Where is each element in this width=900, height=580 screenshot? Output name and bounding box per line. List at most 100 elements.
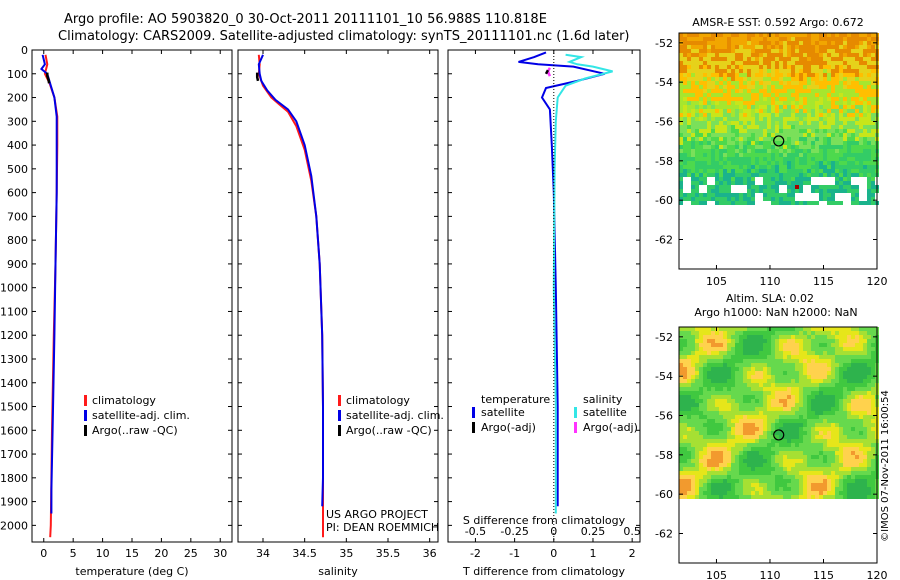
map-cell bbox=[843, 129, 847, 133]
map-cell bbox=[791, 419, 795, 423]
map-cell bbox=[755, 355, 759, 359]
sla-map-cells bbox=[679, 327, 879, 499]
map-cell bbox=[767, 431, 771, 435]
map-cell bbox=[799, 363, 803, 367]
map-cell bbox=[707, 129, 711, 133]
map-cell bbox=[731, 363, 735, 367]
map-cell bbox=[679, 459, 683, 463]
map-cell bbox=[847, 85, 851, 89]
map-cell bbox=[743, 53, 747, 57]
map-cell bbox=[763, 459, 767, 463]
map-cell bbox=[823, 93, 827, 97]
map-cell bbox=[787, 133, 791, 137]
map-cell bbox=[767, 355, 771, 359]
map-cell bbox=[855, 419, 859, 423]
map-cell bbox=[795, 61, 799, 65]
map-cell bbox=[783, 93, 787, 97]
map-cell bbox=[691, 471, 695, 475]
map-cell bbox=[731, 177, 735, 181]
map-cell bbox=[743, 419, 747, 423]
map-cell bbox=[775, 41, 779, 45]
map-cell bbox=[751, 69, 755, 73]
map-cell bbox=[839, 443, 843, 447]
map-cell bbox=[719, 89, 723, 93]
map-cell bbox=[843, 153, 847, 157]
map-cell bbox=[751, 487, 755, 491]
diff-legend-swatch bbox=[574, 422, 577, 433]
map-cell bbox=[871, 145, 875, 149]
map-cell bbox=[811, 355, 815, 359]
map-cell bbox=[823, 69, 827, 73]
map-cell bbox=[779, 447, 783, 451]
map-cell bbox=[827, 407, 831, 411]
map-cell bbox=[695, 395, 699, 399]
map-cell bbox=[871, 343, 875, 347]
map-cell bbox=[699, 403, 703, 407]
map-cell bbox=[751, 53, 755, 57]
map-cell bbox=[835, 73, 839, 77]
map-cell bbox=[823, 327, 827, 331]
x-tick-label: 36 bbox=[423, 547, 437, 560]
map-cell bbox=[723, 347, 727, 351]
map-cell bbox=[831, 471, 835, 475]
map-cell bbox=[787, 197, 791, 201]
map-cell bbox=[739, 85, 743, 89]
map-cell bbox=[715, 129, 719, 133]
map-cell bbox=[811, 483, 815, 487]
map-cell bbox=[847, 407, 851, 411]
map-cell bbox=[703, 455, 707, 459]
map-cell bbox=[775, 359, 779, 363]
map-cell bbox=[771, 65, 775, 69]
map-cell bbox=[715, 101, 719, 105]
map-cell bbox=[827, 479, 831, 483]
map-cell bbox=[863, 137, 867, 141]
map-cell bbox=[807, 327, 811, 331]
map-cell bbox=[867, 435, 871, 439]
map-cell bbox=[803, 109, 807, 113]
map-cell bbox=[783, 467, 787, 471]
map-cell bbox=[835, 491, 839, 495]
map-cell bbox=[679, 379, 683, 383]
map-cell bbox=[759, 451, 763, 455]
map-cell bbox=[811, 125, 815, 129]
sla-map-title: Altim. SLA: 0.02 bbox=[726, 292, 814, 305]
map-cell bbox=[695, 109, 699, 113]
map-cell bbox=[775, 463, 779, 467]
map-cell bbox=[687, 383, 691, 387]
map-cell bbox=[747, 455, 751, 459]
map-cell bbox=[799, 61, 803, 65]
map-cell bbox=[819, 169, 823, 173]
map-cell bbox=[687, 395, 691, 399]
panel-frame-2 bbox=[237, 49, 439, 543]
map-cell bbox=[759, 467, 763, 471]
map-cell bbox=[867, 169, 871, 173]
map-cell bbox=[807, 49, 811, 53]
map-cell bbox=[735, 431, 739, 435]
map-cell bbox=[711, 351, 715, 355]
map-y-tick-label: -62 bbox=[655, 528, 673, 541]
map-cell bbox=[835, 351, 839, 355]
map-cell bbox=[827, 387, 831, 391]
map-cell bbox=[727, 101, 731, 105]
map-cell bbox=[867, 93, 871, 97]
map-cell bbox=[695, 93, 699, 97]
map-cell bbox=[851, 77, 855, 81]
map-cell bbox=[739, 459, 743, 463]
map-cell bbox=[783, 141, 787, 145]
map-cell bbox=[871, 49, 875, 53]
map-cell bbox=[719, 491, 723, 495]
map-cell bbox=[715, 327, 719, 331]
map-cell bbox=[847, 121, 851, 125]
map-cell bbox=[855, 451, 859, 455]
map-cell bbox=[863, 363, 867, 367]
map-cell bbox=[755, 495, 759, 499]
map-cell bbox=[803, 57, 807, 61]
map-y-tick-label: -56 bbox=[655, 410, 673, 423]
map-cell bbox=[775, 101, 779, 105]
map-cell bbox=[839, 455, 843, 459]
map-cell bbox=[819, 403, 823, 407]
temperature-legend-label: climatology bbox=[92, 394, 156, 407]
map-cell bbox=[815, 141, 819, 145]
map-cell bbox=[723, 471, 727, 475]
map-y-tick-label: -54 bbox=[655, 76, 673, 89]
